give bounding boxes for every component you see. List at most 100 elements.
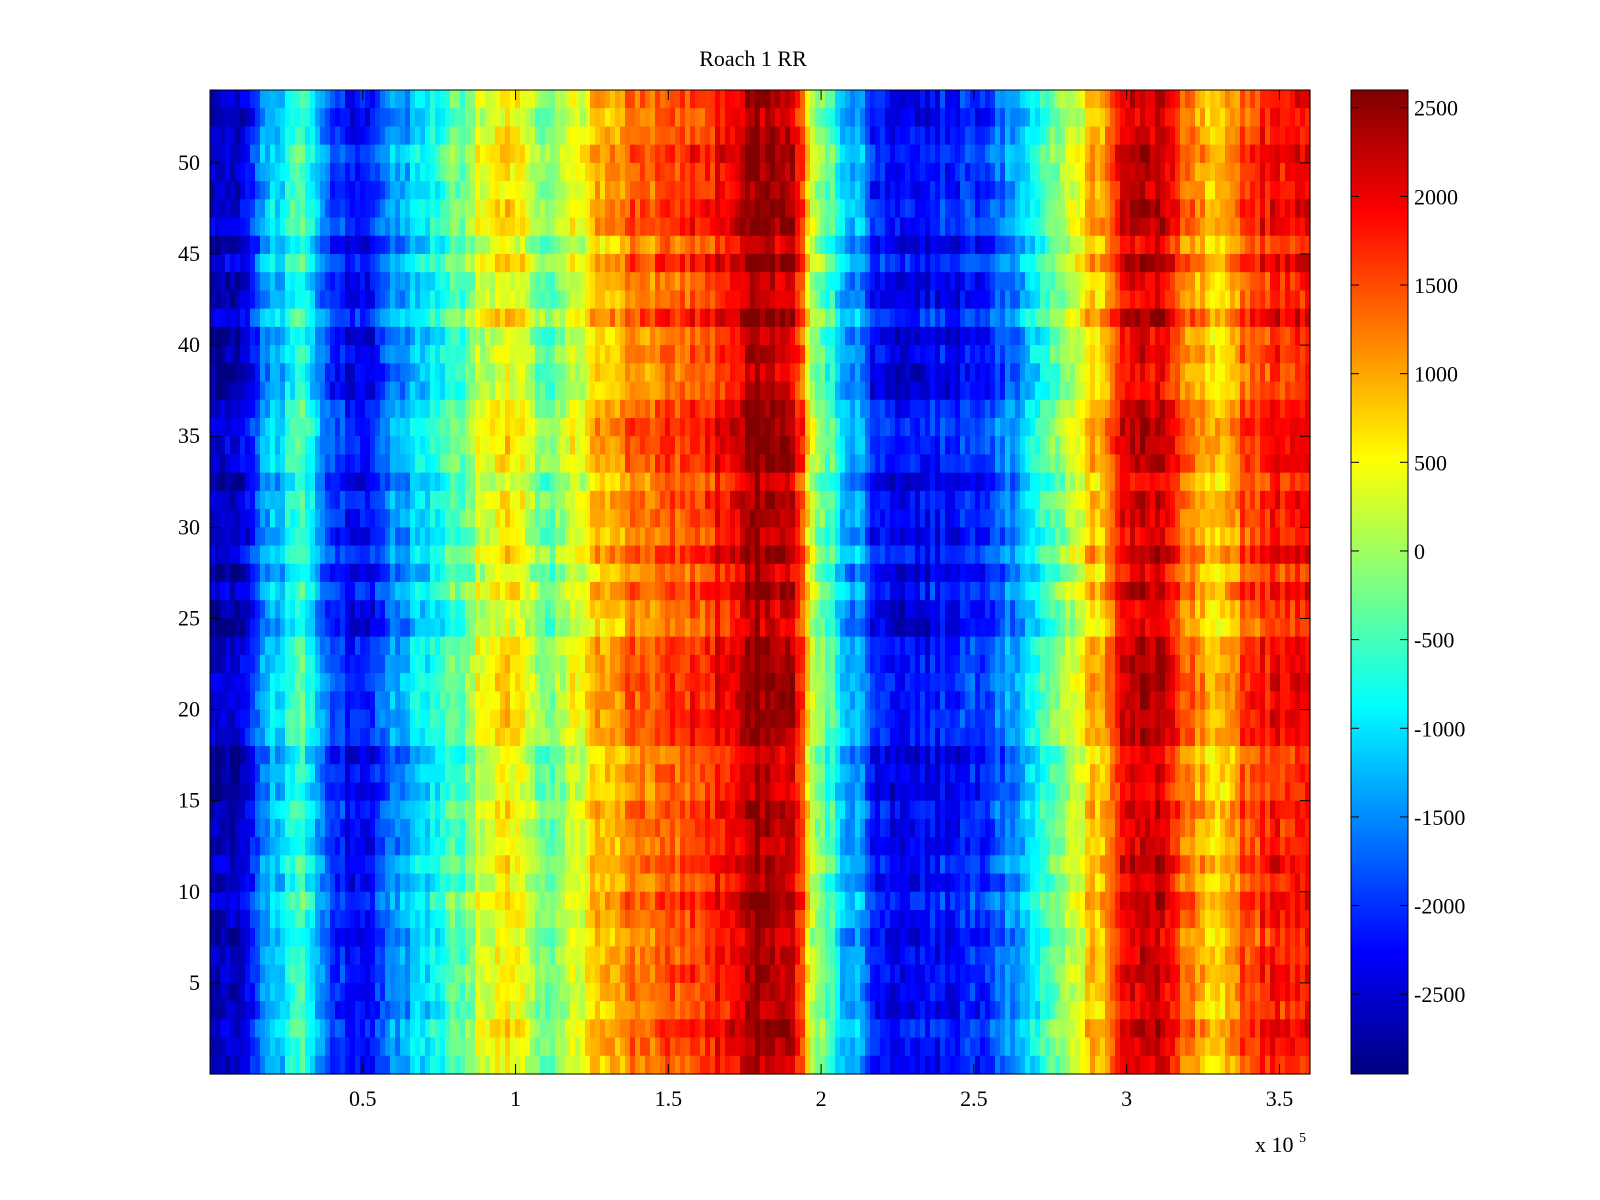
- heatmap-cell: [410, 345, 416, 364]
- heatmap-cell: [575, 399, 581, 419]
- heatmap-cell: [775, 399, 781, 419]
- heatmap-cell: [555, 363, 561, 383]
- heatmap-cell: [630, 345, 636, 364]
- heatmap-cell: [1210, 345, 1216, 364]
- heatmap-cell: [535, 363, 541, 383]
- heatmap-cell: [1060, 126, 1066, 146]
- heatmap-cell: [1080, 399, 1086, 419]
- heatmap-cell: [1020, 162, 1026, 182]
- heatmap-cell: [345, 254, 351, 273]
- heatmap-cell: [1205, 418, 1211, 437]
- heatmap-cell: [805, 399, 811, 419]
- heatmap-cell: [370, 381, 376, 401]
- heatmap-cell: [405, 235, 411, 255]
- heatmap-cell: [1125, 254, 1131, 273]
- heatmap-cell: [575, 181, 581, 200]
- heatmap-cell: [290, 399, 296, 419]
- heatmap-cell: [230, 181, 236, 200]
- heatmap-cell: [1030, 399, 1036, 419]
- heatmap-cell: [1140, 363, 1146, 383]
- heatmap-cell: [915, 290, 921, 310]
- heatmap-cell: [560, 345, 566, 364]
- heatmap-cell: [485, 235, 491, 255]
- heatmap-cell: [1005, 217, 1011, 237]
- heatmap-cell: [255, 381, 261, 401]
- heatmap-cell: [580, 308, 586, 328]
- heatmap-cell: [590, 472, 596, 492]
- heatmap-cell: [725, 418, 731, 437]
- heatmap-cell: [1190, 418, 1196, 437]
- heatmap-cell: [985, 490, 991, 510]
- heatmap-cell: [595, 235, 601, 255]
- heatmap-cell: [280, 272, 286, 292]
- heatmap-cell: [960, 162, 966, 182]
- heatmap-cell: [420, 199, 426, 219]
- heatmap-cell: [690, 490, 696, 510]
- heatmap-cell: [495, 399, 501, 419]
- heatmap-cell: [875, 144, 881, 164]
- heatmap-cell: [995, 162, 1001, 182]
- heatmap-cell: [1055, 272, 1061, 292]
- heatmap-cell: [655, 326, 661, 346]
- heatmap-cell: [600, 399, 606, 419]
- heatmap-cell: [1300, 418, 1306, 437]
- heatmap-cell: [1040, 272, 1046, 292]
- heatmap-cell: [710, 472, 716, 492]
- heatmap-cell: [610, 108, 616, 128]
- heatmap-cell: [520, 381, 526, 401]
- heatmap-cell: [445, 181, 451, 200]
- heatmap-cell: [495, 108, 501, 128]
- heatmap-cell: [660, 399, 666, 419]
- heatmap-cell: [1045, 381, 1051, 401]
- heatmap-cell: [1160, 144, 1166, 164]
- heatmap-cell: [480, 199, 486, 219]
- heatmap-cell: [465, 144, 471, 164]
- heatmap-cell: [550, 181, 556, 200]
- heatmap-cell: [1120, 436, 1126, 456]
- heatmap-cell: [460, 381, 466, 401]
- heatmap-cell: [715, 272, 721, 292]
- heatmap-cell: [720, 381, 726, 401]
- heatmap-cell: [695, 235, 701, 255]
- heatmap-cell: [315, 108, 321, 128]
- heatmap-cell: [440, 144, 446, 164]
- heatmap-cell: [755, 290, 761, 310]
- heatmap-cell: [770, 90, 776, 109]
- heatmap-cell: [250, 418, 256, 437]
- heatmap-cell: [320, 126, 326, 146]
- heatmap-cell: [750, 126, 756, 146]
- heatmap-cell: [1100, 199, 1106, 219]
- heatmap-cell: [615, 472, 621, 492]
- heatmap-cell: [420, 345, 426, 364]
- heatmap-cell: [805, 90, 811, 109]
- heatmap-cell: [960, 490, 966, 510]
- heatmap-cell: [1275, 326, 1281, 346]
- heatmap-cell: [380, 90, 386, 109]
- heatmap-cell: [365, 381, 371, 401]
- heatmap-cell: [665, 418, 671, 437]
- heatmap-cell: [580, 436, 586, 456]
- heatmap-cell: [295, 254, 301, 273]
- heatmap-cell: [240, 162, 246, 182]
- heatmap-cell: [1130, 272, 1136, 292]
- heatmap-cell: [520, 144, 526, 164]
- heatmap-cell: [1220, 199, 1226, 219]
- heatmap-cell: [235, 126, 241, 146]
- heatmap-cell: [735, 436, 741, 456]
- heatmap-cell: [255, 472, 261, 492]
- heatmap-cell: [1020, 199, 1026, 219]
- heatmap-cell: [525, 326, 531, 346]
- heatmap-cell: [1135, 472, 1141, 492]
- heatmap-cell: [230, 217, 236, 237]
- heatmap-cell: [495, 436, 501, 456]
- heatmap-cell: [1130, 290, 1136, 310]
- heatmap-cell: [425, 454, 431, 474]
- heatmap-cell: [820, 217, 826, 237]
- heatmap-cell: [590, 345, 596, 364]
- heatmap-cell: [890, 235, 896, 255]
- heatmap-cell: [820, 162, 826, 182]
- heatmap-cell: [305, 490, 311, 510]
- heatmap-cell: [295, 90, 301, 109]
- heatmap-cell: [1150, 144, 1156, 164]
- heatmap-cell: [465, 290, 471, 310]
